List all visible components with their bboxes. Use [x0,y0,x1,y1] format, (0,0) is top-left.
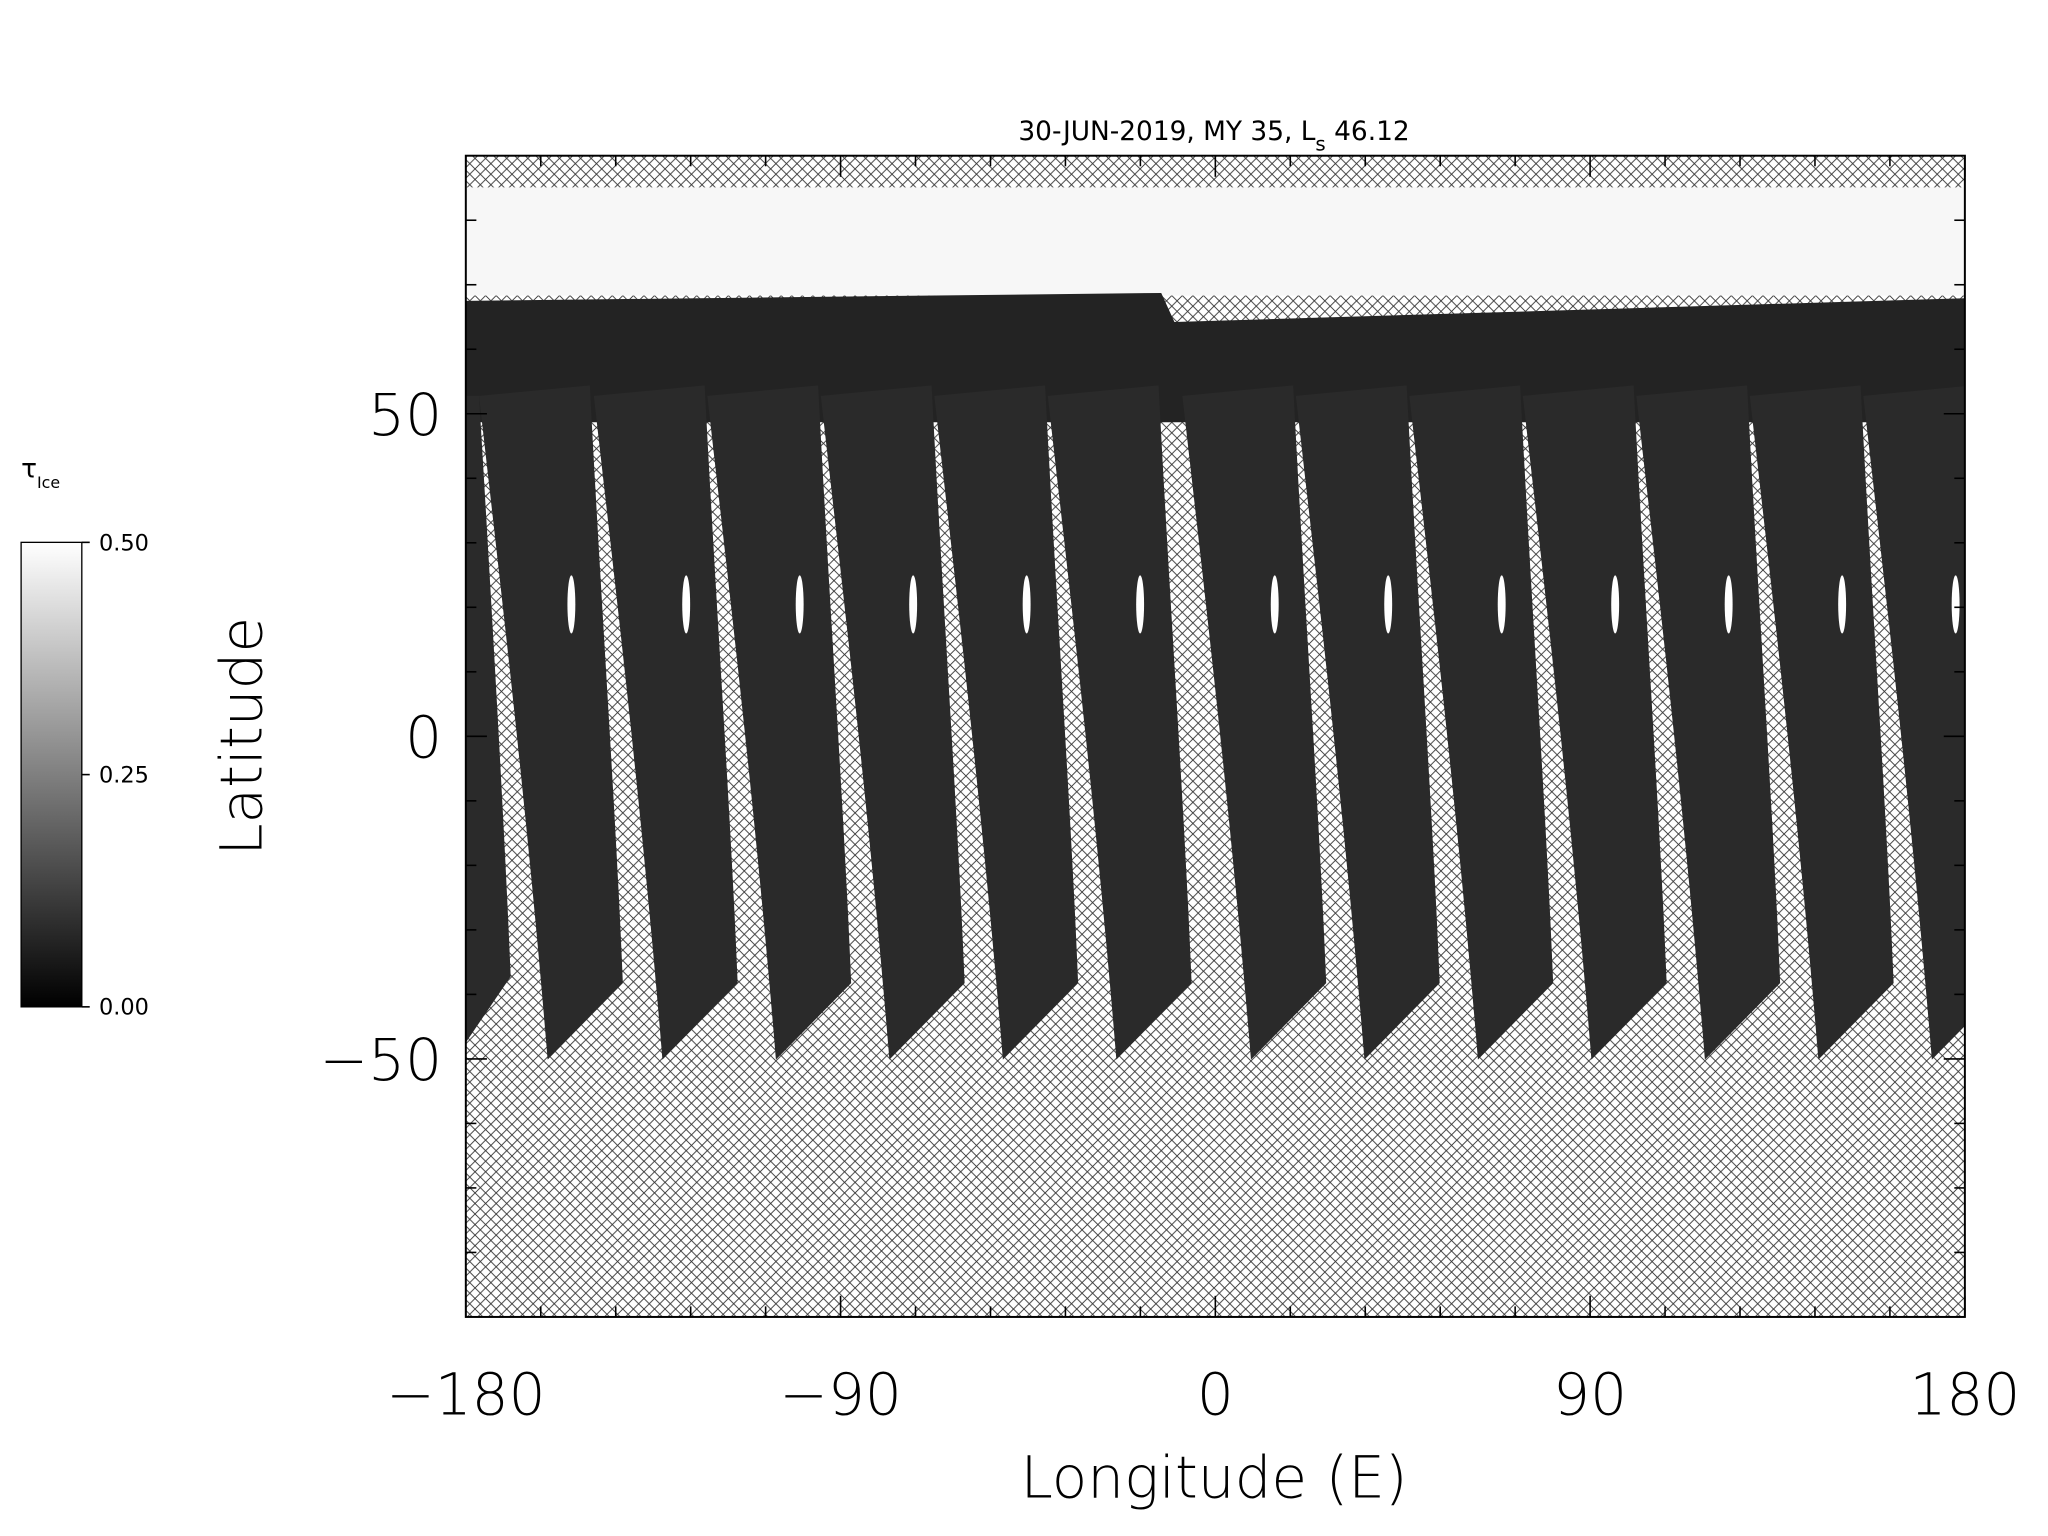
swath-gap [1951,575,1960,634]
x-axis-label: Longitude (E) [1020,1444,1407,1512]
y-tick-label: 0 [405,703,442,771]
swath-gap [1384,575,1393,634]
colorbar-tick-label: 0.50 [99,530,149,556]
x-tick-label: 180 [1909,1361,2020,1429]
swath-gap [795,575,804,634]
swath-gap [909,575,918,634]
swath [934,385,1079,1060]
x-tick-label: −180 [386,1361,545,1429]
y-tick-label: 50 [368,381,442,449]
title-text: 30-JUN-2019, MY 35, L [1018,117,1315,147]
map-image [465,155,1965,1317]
y-axis-label: Latitude [207,617,275,856]
swath-gap [567,575,576,634]
swath [1182,385,1327,1060]
swath [1749,385,1894,1060]
swath [1409,385,1554,1060]
swath-gap [682,575,691,634]
swath-gap [1724,575,1733,634]
swath-gap [1838,575,1847,634]
swath [1863,386,1965,1060]
swath [1295,385,1440,1060]
swath-gap [1611,575,1620,634]
swath-gap [1497,575,1506,634]
x-tick-label: −90 [779,1361,902,1429]
x-tick-label: 90 [1553,1361,1627,1429]
x-tick-label: 0 [1197,1361,1234,1429]
chart-title: 30-JUN-2019, MY 35, Ls 46.12 [1018,117,1409,156]
swath [820,385,965,1060]
colorbar-label: τIce [21,455,60,493]
colorbar-label-subscript: Ice [37,473,60,492]
colorbar-tick-label: 0.25 [99,763,149,789]
title-value: 46.12 [1326,117,1410,147]
swath [1636,385,1781,1060]
title-subscript: s [1315,132,1325,155]
colorbar-tick-label: 0.00 [99,995,149,1021]
swath [479,385,623,1060]
swath [1522,385,1667,1060]
polar-band [465,187,1965,296]
swaths [465,385,1965,1060]
swath [707,385,852,1060]
y-tick-label: −50 [320,1026,443,1094]
swath [593,385,738,1060]
swath [465,395,511,1043]
swath-gap [1136,575,1145,634]
colorbar-label-text: τ [21,455,37,485]
swath-gap [1022,575,1031,634]
swath [1047,385,1192,1060]
swath-gap [1270,575,1279,634]
colorbar [20,541,83,1008]
